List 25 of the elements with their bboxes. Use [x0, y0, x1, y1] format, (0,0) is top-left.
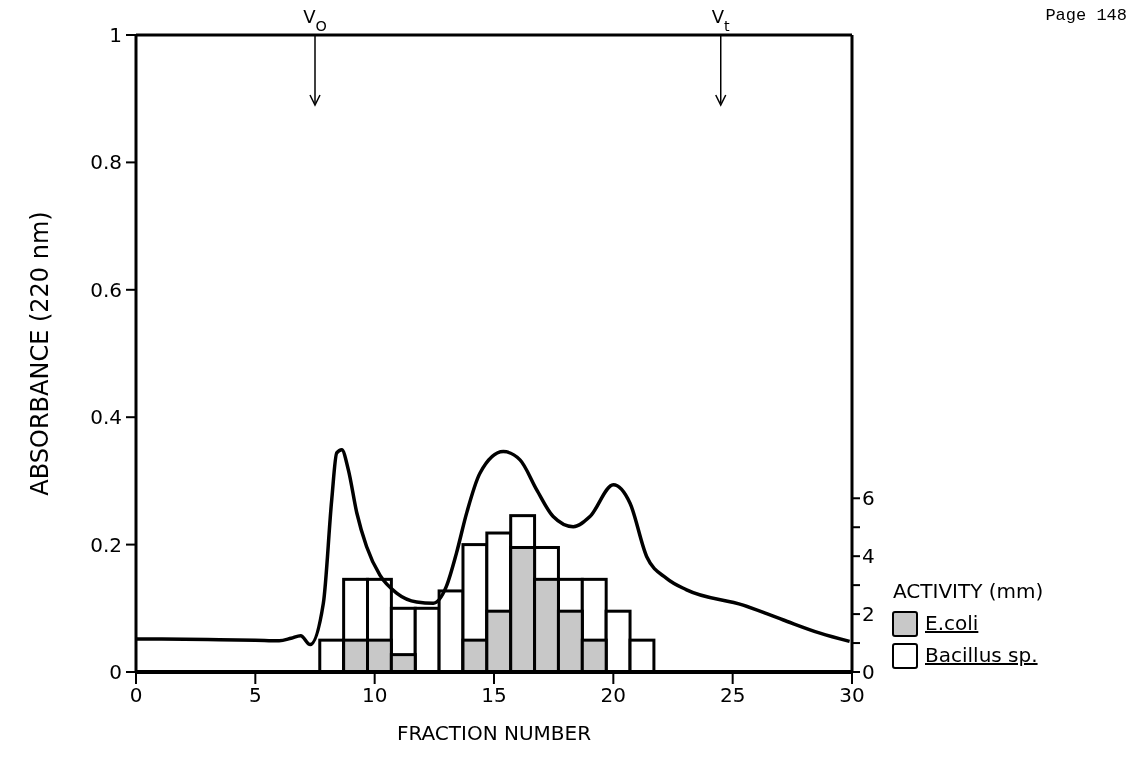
legend-title: ACTIVITY (mm)	[893, 579, 1044, 603]
y2-tick-label: 4	[862, 544, 875, 569]
x-tick-label: 0	[129, 683, 143, 707]
ref-line-label: V$_{t}$	[711, 6, 731, 34]
x-tick-label: 20	[600, 683, 627, 707]
y-tick-label: 0.2	[90, 532, 122, 557]
y-tick-label: 1	[109, 23, 122, 47]
x-axis-title: FRACTION NUMBER	[396, 721, 592, 745]
y-tick-label: 0	[109, 660, 122, 684]
y-axis-title: ABSORBANCE (220 nm)	[26, 211, 54, 496]
x-tick-label: 30	[839, 683, 865, 707]
y-tick-label: 0.6	[90, 277, 122, 302]
legend-label: Bacillus sp.	[925, 643, 1038, 667]
text: Page 148	[1045, 6, 1127, 25]
x-tick-label: 10	[361, 683, 388, 707]
y2-tick-label: 2	[862, 602, 875, 627]
y-tick-label: 0.4	[90, 405, 122, 430]
y2-tick-label: 0	[862, 660, 875, 684]
x-tick-label: 5	[248, 683, 262, 707]
ref-line-label: V$_{O}$	[303, 6, 327, 34]
y-tick-label: 0.8	[90, 150, 122, 175]
y2-tick-label: 6	[862, 486, 875, 511]
x-tick-label: 15	[481, 683, 507, 707]
legend-label: E.coli	[925, 611, 979, 635]
x-tick-label: 25	[719, 683, 746, 707]
